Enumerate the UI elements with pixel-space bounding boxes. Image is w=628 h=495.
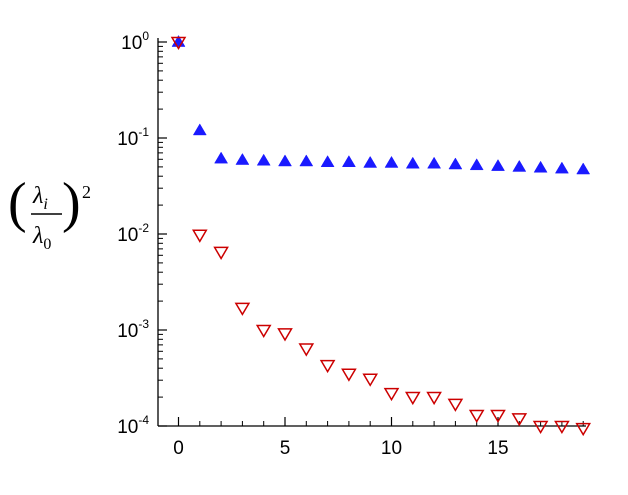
x-tick-label: 5 — [280, 438, 291, 459]
ylabel-open-paren: ( — [8, 172, 27, 234]
series-1-point — [512, 159, 527, 172]
series-2-point — [319, 359, 336, 374]
x-tick-label: 15 — [487, 438, 508, 459]
series-1-point — [341, 155, 356, 167]
ylabel-numerator-symbol: λ — [32, 183, 43, 209]
x-tick-label: 10 — [381, 438, 402, 459]
series-1-point — [554, 161, 569, 174]
series-2-point — [277, 328, 293, 342]
series-2-point — [554, 420, 570, 434]
y-tick-label: 10-1 — [117, 125, 149, 150]
series-2-point — [468, 409, 485, 424]
series-1-point — [320, 155, 335, 167]
series-1-point — [299, 154, 314, 167]
ylabel-exponent: 2 — [82, 182, 91, 202]
y-axis-label: ( λi λ0 ) 2 — [8, 172, 91, 253]
series-1-point — [256, 153, 271, 166]
series-1-point — [192, 123, 207, 136]
y-tick-label: 100 — [121, 29, 149, 54]
ylabel-numerator: λi — [32, 183, 48, 213]
series-2-point — [490, 409, 506, 424]
data-marks — [170, 35, 592, 437]
series-1-point — [427, 156, 442, 169]
series-1-point — [405, 156, 420, 169]
series-2-point — [404, 391, 421, 406]
ylabel-denominator-symbol: λ — [32, 223, 43, 249]
series-1-point — [469, 158, 484, 171]
series-1-point — [384, 155, 399, 168]
series-1-point — [533, 160, 548, 173]
ylabel-close-paren: ) — [62, 172, 81, 234]
y-tick-label: 10-3 — [117, 317, 149, 342]
series-2-point — [191, 229, 208, 243]
y-tick-label: 10-2 — [117, 221, 149, 246]
y-axis-ticks: 100 10-1 10-2 10-3 10-4 — [117, 29, 167, 438]
ylabel-numerator-subscript: i — [43, 196, 47, 213]
series-1-point — [363, 155, 378, 168]
series-2-point — [298, 343, 315, 357]
axes — [157, 38, 586, 427]
series-2-point — [341, 368, 357, 382]
series-1-point — [214, 151, 229, 164]
series-2-point — [234, 302, 251, 316]
y-tick-label: 10-4 — [117, 413, 149, 438]
series-2-point — [255, 324, 272, 338]
ylabel-denominator: λ0 — [32, 223, 51, 253]
series-2-point — [511, 413, 528, 427]
ylabel-denominator-subscript: 0 — [43, 236, 51, 253]
series-2-point — [532, 420, 549, 434]
series-2-point — [170, 36, 187, 50]
series-1-point — [576, 162, 591, 175]
x-tick-label: 0 — [173, 438, 184, 459]
series-2-point — [213, 246, 229, 260]
series-2-point — [447, 398, 464, 412]
series-2-point — [362, 373, 379, 387]
series-1-point — [278, 154, 292, 167]
series-1-point — [491, 159, 505, 171]
series-2-point — [575, 422, 592, 437]
series-2-point — [383, 387, 400, 402]
series-1-point — [235, 153, 250, 165]
series-1-point — [448, 157, 463, 170]
x-axis-ticks: 0 5 10 15 — [173, 417, 584, 459]
series-2-point — [426, 391, 442, 406]
